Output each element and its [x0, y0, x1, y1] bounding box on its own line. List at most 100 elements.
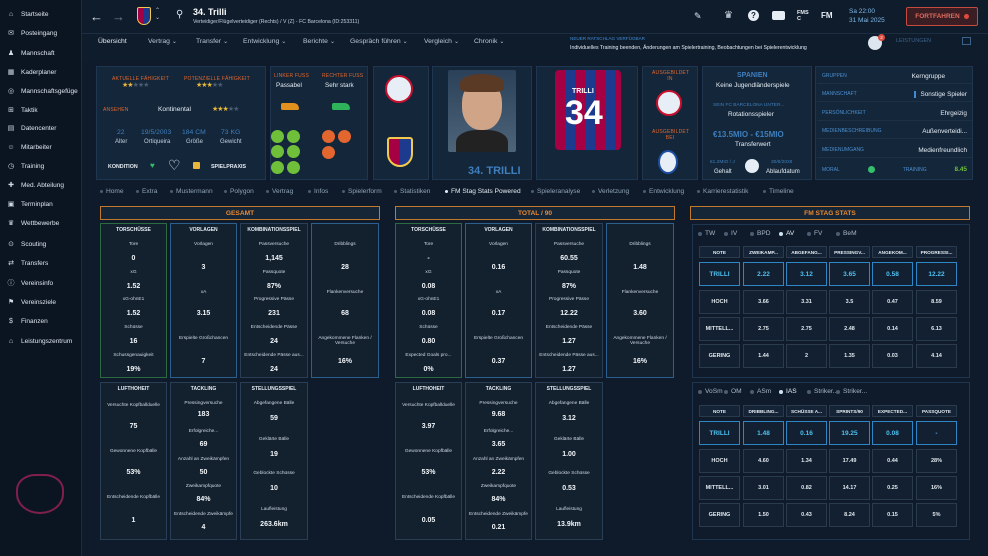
position-filter-striker-[interactable]: Striker... — [836, 388, 867, 395]
sidebar-item-kaderplaner[interactable]: ▦ Kaderplaner — [6, 65, 57, 79]
chevron-updown-icon[interactable]: ⌃ ⌄ — [155, 8, 161, 21]
club-crest-icon[interactable] — [137, 7, 151, 25]
table-header[interactable]: NOTE — [699, 246, 740, 258]
stat-label: Entscheidende Pässe aus... — [244, 353, 304, 358]
help-icon[interactable]: ? — [748, 10, 759, 21]
continue-button[interactable]: FORTFAHREN — [906, 7, 978, 26]
position-filter-vosm[interactable]: VoSm — [698, 388, 723, 395]
performance-dropdown[interactable]: LEISTUNGEN — [896, 38, 932, 44]
tab-verletzung[interactable]: Verletzung — [592, 188, 629, 195]
sidebar-item-leistungszentrum[interactable]: ⌂ Leistungszentrum — [6, 334, 72, 348]
table-header[interactable]: PASSQUOTE — [916, 405, 957, 417]
sidebar-item-transfers[interactable]: ⇄ Transfers — [6, 256, 48, 270]
media-handling-value: Medienfreundlich — [918, 146, 967, 154]
tab-polygon[interactable]: Polygon — [224, 188, 254, 195]
window-icon[interactable] — [962, 37, 971, 45]
tab-timeline[interactable]: Timeline — [763, 188, 794, 195]
subnav-chronik[interactable]: Chronik ⌄ — [474, 38, 504, 45]
sidebar-item-terminplan[interactable]: ▣ Terminplan — [6, 197, 53, 211]
subnav-transfer[interactable]: Transfer ⌄ — [196, 38, 228, 45]
sidebar-item-med-abteilung[interactable]: ✚ Med. Abteilung — [6, 178, 64, 192]
tab-spielerform[interactable]: Spielerform — [342, 188, 382, 195]
table-cell: 2.75 — [786, 317, 827, 341]
position-filter-iv[interactable]: IV — [724, 230, 737, 237]
sidebar-item-mannschaftsgefüge[interactable]: ◎ Mannschaftsgefüge — [6, 84, 78, 98]
sidebar-item-taktik[interactable]: ⊞ Taktik — [6, 103, 38, 117]
table-header[interactable]: PRESSINGV... — [829, 246, 870, 258]
tab-dot-icon — [643, 189, 646, 193]
position-filter-asm[interactable]: ASm — [750, 388, 771, 395]
sidebar-item-mitarbeiter[interactable]: ☺ Mitarbeiter — [6, 140, 51, 154]
stat-value: 16% — [337, 358, 352, 365]
search-icon[interactable]: ⚲ — [176, 9, 184, 20]
tab-statistiken[interactable]: Statistiken — [394, 188, 430, 195]
tab-vertrag[interactable]: Vertrag — [266, 188, 293, 195]
tab-extra[interactable]: Extra — [136, 188, 157, 195]
subnav-übersicht[interactable]: Übersicht — [98, 38, 127, 45]
position-filter-bem[interactable]: BeM — [836, 230, 857, 237]
subnav-vergleich[interactable]: Vergleich ⌄ — [424, 38, 459, 45]
sidebar-item-startseite[interactable]: ⌂ Startseite — [6, 7, 49, 21]
position-filter-om[interactable]: OM — [724, 388, 742, 395]
subnav-berichte[interactable]: Berichte ⌄ — [303, 38, 335, 45]
position-filter-bpd[interactable]: BPD — [750, 230, 771, 237]
stat-block-title: VORLAGEN — [189, 226, 218, 233]
sidebar-item-scouting[interactable]: ⊙ Scouting — [6, 237, 46, 251]
radio-dot-icon — [779, 231, 783, 236]
sidebar-item-vereinsinfo[interactable]: ⓘ Vereinsinfo — [6, 276, 54, 290]
sidebar-item-posteingang[interactable]: ✉ Posteingang — [6, 26, 57, 40]
table-header[interactable]: ANGEKOM... — [872, 246, 913, 258]
subnav-vertrag[interactable]: Vertrag ⌄ — [148, 38, 177, 45]
table-header[interactable]: EXPECTED... — [872, 405, 913, 417]
tab-entwicklung[interactable]: Entwicklung — [643, 188, 684, 195]
sidebar-item-training[interactable]: ◷ Training — [6, 159, 44, 173]
advice-notice-text[interactable]: Individuelles Training beenden, Änderung… — [570, 45, 807, 51]
subnav-entwicklung[interactable]: Entwicklung ⌄ — [243, 38, 286, 45]
team-value: Sonstige Spieler — [914, 90, 967, 98]
table-header[interactable]: PROGRESSI... — [916, 246, 957, 258]
trait-icons-green — [271, 130, 301, 174]
table-header[interactable]: NOTE — [699, 405, 740, 417]
sidebar-item-mannschaft[interactable]: ♟ Mannschaft — [6, 46, 55, 60]
position-filter-striker-[interactable]: Striker... — [807, 388, 838, 395]
stat-label: Schüsse — [124, 325, 143, 330]
stat-value: 87% — [266, 283, 281, 290]
table-header[interactable]: SCHÜSSE A... — [786, 405, 827, 417]
back-arrow-icon[interactable]: ← — [90, 9, 103, 24]
stat-label: Erfolgreiche... — [483, 429, 514, 434]
table-header[interactable]: ZWEIKAMP... — [743, 246, 784, 258]
forward-arrow-icon[interactable]: → — [112, 9, 125, 24]
edit-icon[interactable]: ✎ — [694, 11, 702, 21]
position-filter-ias[interactable]: IAS — [779, 388, 797, 395]
stat-label: xG-ohnE1 — [417, 297, 440, 302]
fm-logo-icon[interactable]: FM — [821, 11, 833, 20]
stat-value: 0.21 — [491, 524, 506, 531]
position-filter-av[interactable]: AV — [779, 230, 794, 237]
position-filter-tw[interactable]: TW — [698, 230, 715, 237]
tab-infos[interactable]: Infos — [308, 188, 328, 195]
trophy-icon[interactable]: ♛ — [724, 10, 733, 21]
stat-label: Dribblings — [629, 242, 651, 247]
video-icon[interactable] — [772, 11, 785, 20]
sidebar-item-datencenter[interactable]: ▤ Datencenter — [6, 121, 57, 135]
position-filter-fv[interactable]: FV — [807, 230, 822, 237]
fmsc-icon[interactable]: FMS C — [797, 10, 809, 22]
sidebar-item-finanzen[interactable]: $ Finanzen — [6, 314, 48, 328]
academy-icon: ⌂ — [8, 337, 14, 345]
stat-label: Laufleistung — [261, 507, 287, 512]
tab-karrierestatistik[interactable]: Karrierestatistik — [697, 188, 748, 195]
sidebar-item-label: Scouting — [21, 240, 47, 248]
sidebar-item-wettbewerbe[interactable]: ♛ Wettbewerbe — [6, 216, 59, 230]
tab-spieleranalyse[interactable]: Spieleranalyse — [531, 188, 580, 195]
subnav-gespräch-führen[interactable]: Gespräch führen ⌄ — [350, 38, 408, 45]
player-display-name: 34. TRILLI — [468, 165, 521, 177]
table-header[interactable]: ABGEFANG... — [786, 246, 827, 258]
tab-mustermann[interactable]: Mustermann — [170, 188, 213, 195]
tab-label: Statistiken — [400, 188, 431, 195]
tab-home[interactable]: Home — [100, 188, 124, 195]
table-header[interactable]: DRIBBLING... — [743, 405, 784, 417]
tab-fm-stag-stats-powered[interactable]: FM Stag Stats Powered — [445, 188, 521, 195]
table-header[interactable]: SPRINTS/90 — [829, 405, 870, 417]
sidebar-item-vereinsziele[interactable]: ⚑ Vereinsziele — [6, 295, 56, 309]
table-row-label: TRILLI — [699, 421, 740, 445]
